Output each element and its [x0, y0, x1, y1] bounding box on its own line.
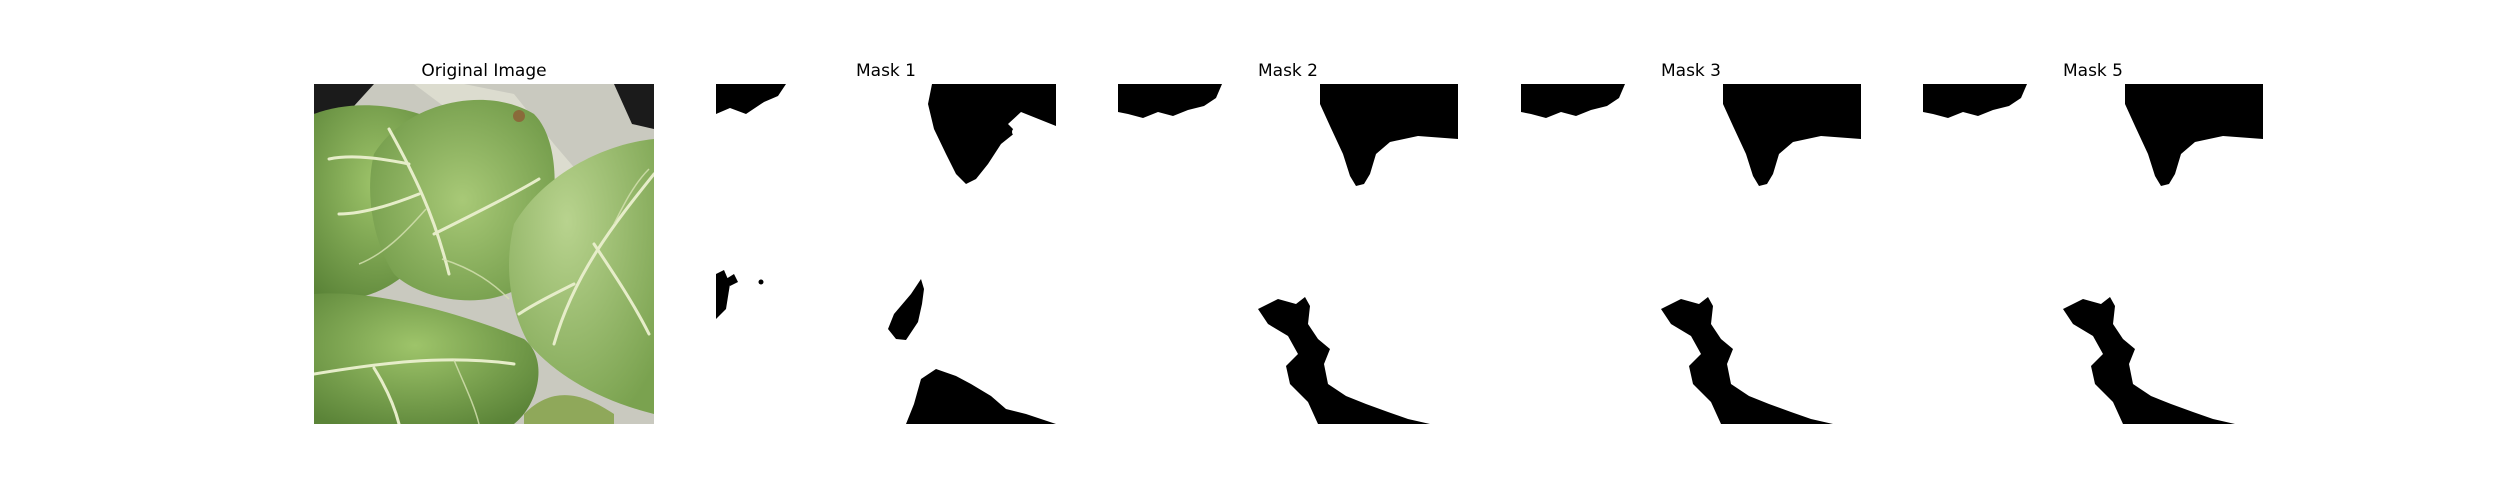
panel-title: Mask 5 [1923, 58, 2263, 84]
mask-2-image [1118, 84, 1458, 424]
panel-title: Mask 3 [1521, 58, 1861, 84]
panel-title: Original Image [314, 58, 654, 84]
panel-mask-1: Mask 1 [716, 58, 1056, 424]
panel-title: Mask 2 [1118, 58, 1458, 84]
mask-5-image [1923, 84, 2263, 424]
panel-mask-2: Mask 2 [1118, 58, 1458, 424]
panel-mask-5: Mask 5 [1923, 58, 2263, 424]
panel-original-image: Original Image [314, 58, 654, 424]
mask-3-image [1521, 84, 1861, 424]
mask-1-image [716, 84, 1056, 424]
panel-title: Mask 1 [716, 58, 1056, 84]
original-leaf-image [314, 84, 654, 424]
panel-mask-3: Mask 3 [1521, 58, 1861, 424]
